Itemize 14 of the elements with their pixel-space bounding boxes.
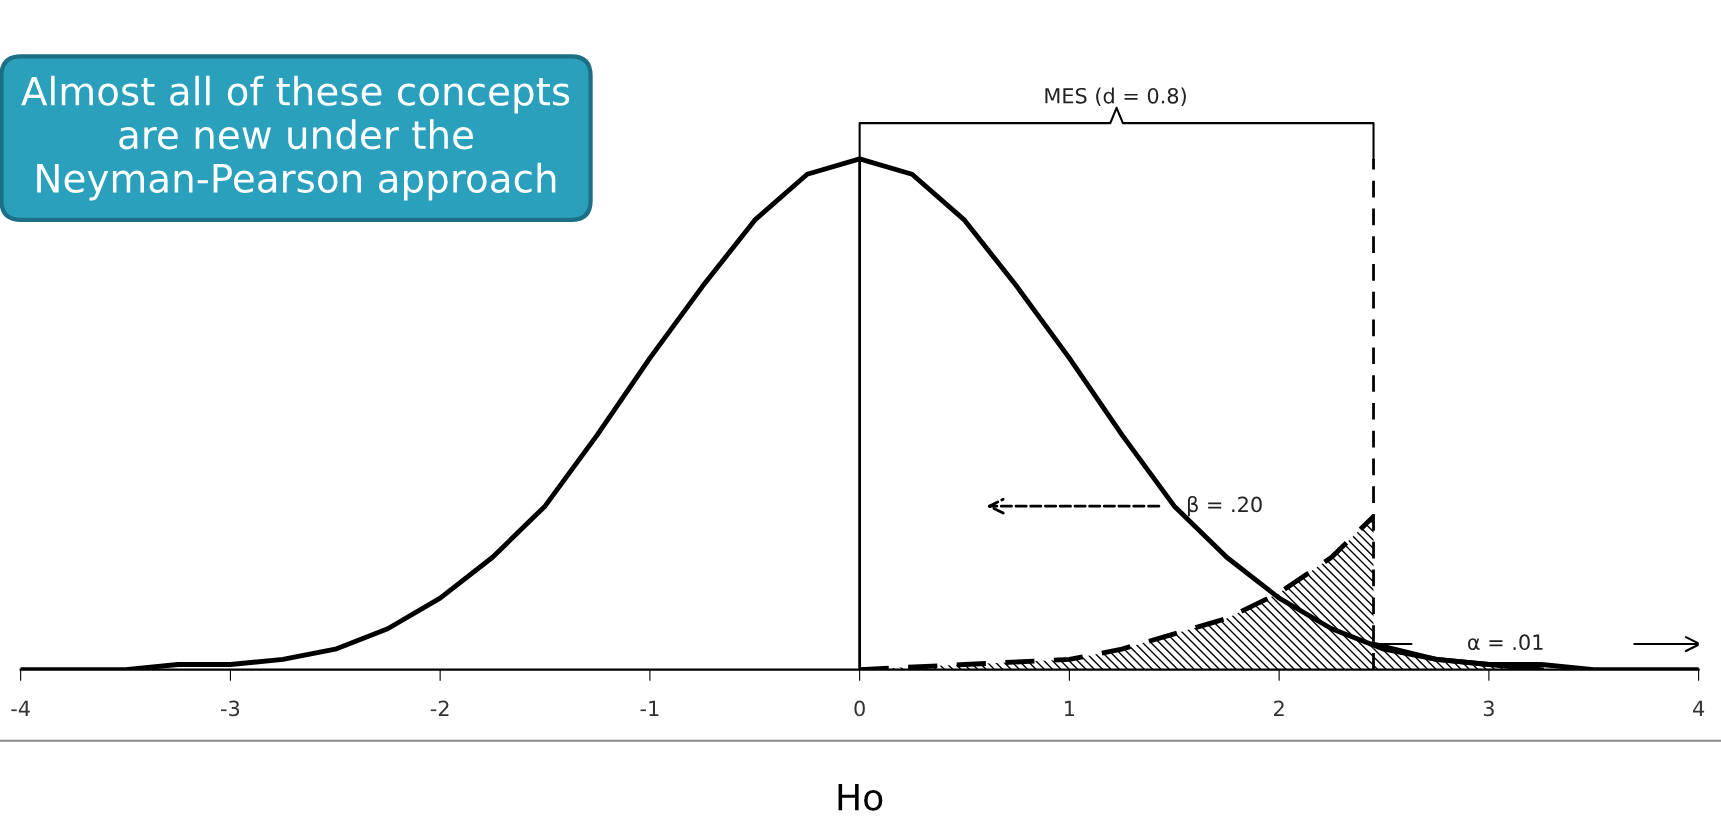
- annotation: β = .20: [1187, 496, 1262, 517]
- x-tick-label: 0: [854, 700, 865, 717]
- x-tick-label: 4: [1693, 700, 1705, 716]
- x-tick-label: 1: [1065, 700, 1075, 716]
- annotation: Almost all of these concepts are new under the Neyman-Pearson approach: [21, 75, 570, 201]
- x-tick-label: -1: [640, 700, 659, 716]
- x-axis-title: Ho: [838, 783, 883, 811]
- x-tick-label: -4: [11, 700, 30, 716]
- x-tick-label: -3: [221, 700, 240, 717]
- x-tick-label: 2: [1274, 700, 1284, 716]
- annotation: α = .01: [1468, 634, 1543, 651]
- x-tick-label: -2: [430, 700, 449, 716]
- text: MES (d = 0.8): [1045, 87, 1186, 107]
- x-tick-label: 3: [1483, 700, 1494, 717]
